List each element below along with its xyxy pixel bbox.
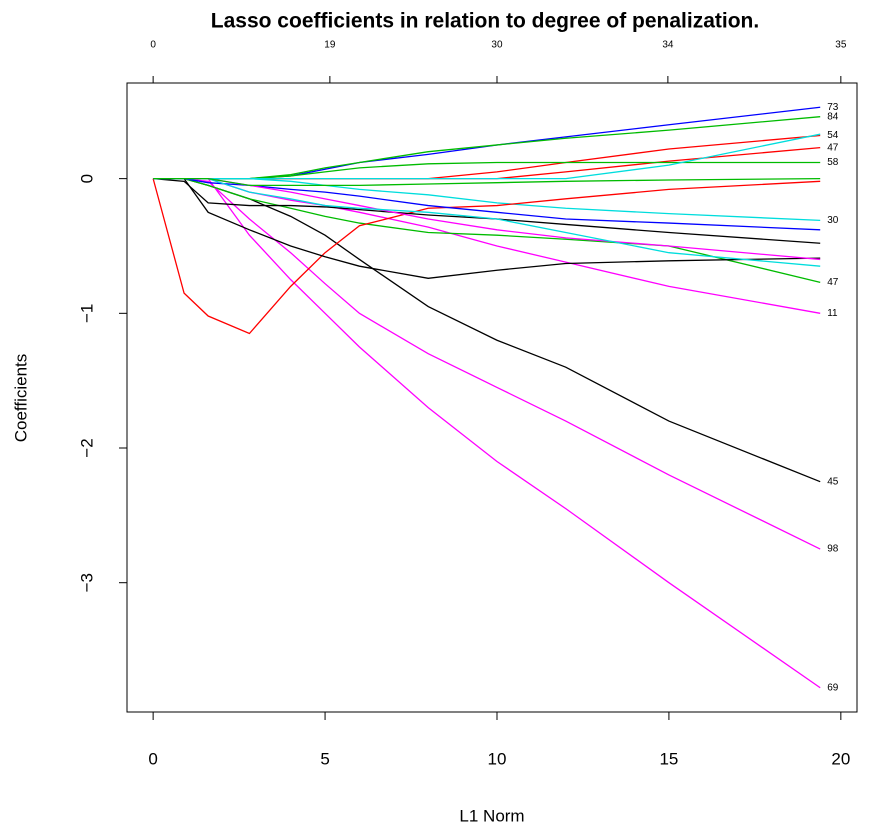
line-label: 47 <box>827 142 839 153</box>
y-axis-label: Coefficients <box>11 354 30 443</box>
x-axis-label: L1 Norm <box>459 806 524 825</box>
line-label: 98 <box>827 544 839 555</box>
y-tick-label: −1 <box>77 304 96 323</box>
line-label: 11 <box>827 308 838 319</box>
coef-line <box>153 177 821 283</box>
top-tick-label: 35 <box>835 40 847 51</box>
plot-frame <box>126 82 858 713</box>
line-label: 73 <box>827 102 839 113</box>
line-label: 69 <box>827 682 839 693</box>
line-label: 47 <box>827 277 839 288</box>
coef-line <box>153 161 821 180</box>
coef-line <box>153 177 821 314</box>
coef-line <box>153 177 821 550</box>
coef-line <box>153 106 821 180</box>
x-tick-label: 5 <box>320 749 329 768</box>
top-tick-label: 0 <box>150 40 156 51</box>
chart-title: Lasso coefficients in relation to degree… <box>211 10 759 33</box>
y-tick-label: −3 <box>77 573 96 592</box>
coef-line <box>153 116 821 180</box>
coef-line <box>153 177 821 244</box>
coef-line <box>153 177 821 187</box>
line-label: 58 <box>827 157 839 168</box>
coef-line <box>153 177 821 279</box>
coef-line <box>153 177 821 231</box>
line-label: 84 <box>827 111 839 122</box>
line-label: 54 <box>827 130 839 141</box>
x-tick-label: 10 <box>488 749 507 768</box>
x-tick-label: 20 <box>831 749 850 768</box>
coef-line <box>152 178 821 335</box>
x-tick-label: 0 <box>148 749 157 768</box>
top-tick-label: 30 <box>491 40 503 51</box>
y-tick-label: 0 <box>77 174 96 183</box>
coef-line <box>153 177 821 689</box>
line-label: 30 <box>827 215 839 226</box>
top-tick-label: 34 <box>662 40 674 51</box>
y-tick-label: −2 <box>77 438 96 457</box>
line-label: 45 <box>827 476 839 487</box>
x-tick-label: 15 <box>659 749 678 768</box>
top-tick-label: 19 <box>324 40 336 51</box>
